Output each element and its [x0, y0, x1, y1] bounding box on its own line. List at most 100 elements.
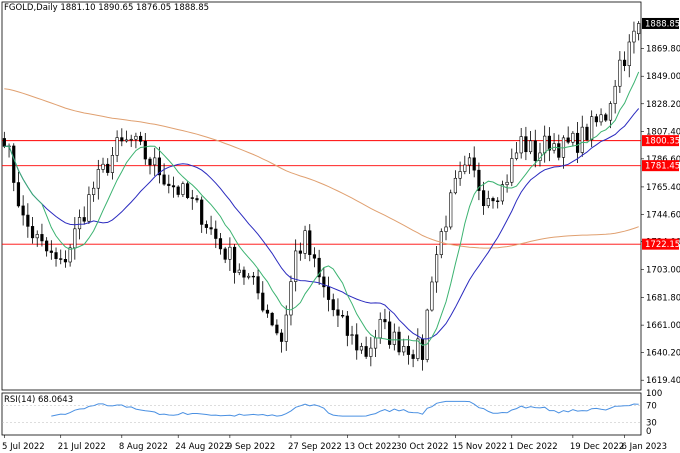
candle: [45, 237, 49, 257]
candle: [632, 21, 636, 54]
candle: [392, 323, 396, 351]
rsi-tick-label: 100: [646, 389, 662, 399]
candle: [218, 233, 223, 255]
candle: [547, 127, 551, 162]
candle: [256, 269, 260, 300]
candle: [608, 101, 613, 129]
y-tick-label: 1661.00: [646, 321, 680, 331]
moving-averages: [4, 71, 640, 346]
candle: [571, 131, 575, 147]
candle: [54, 247, 58, 267]
rsi-label: RSI(14) 68.0643: [4, 395, 73, 405]
support-resistance-levels: [2, 140, 641, 245]
time-axis: 5 Jul 2022 21 Jul 2022 8 Aug 2022 24 Aug 20…: [2, 435, 667, 452]
x-tick-label: 13 Oct 2022: [344, 442, 397, 452]
y-tick-label: 1681.80: [646, 294, 680, 304]
candle: [153, 147, 157, 176]
candlestick-series: [2, 21, 641, 371]
candle: [496, 197, 500, 209]
candle: [627, 34, 631, 78]
candle: [510, 148, 514, 187]
ma-mid-line: [4, 108, 640, 340]
candle: [505, 174, 509, 193]
candle: [543, 125, 547, 163]
candle: [82, 206, 86, 225]
candle: [524, 126, 528, 161]
rsi-line: [51, 400, 639, 417]
candle: [195, 195, 199, 203]
candle: [12, 143, 16, 192]
candle: [242, 266, 246, 285]
candle: [284, 305, 288, 351]
candle: [388, 311, 392, 349]
candle: [49, 240, 53, 260]
candle: [486, 190, 490, 209]
candle: [35, 230, 39, 247]
current-price-tag: 1888.85: [645, 19, 680, 29]
price-axis: 1869.80 1849.00 1828.20 1807.40 1786.60 1765.…: [641, 17, 680, 386]
candle: [585, 123, 589, 142]
candle: [167, 174, 171, 194]
candle: [317, 249, 321, 285]
level-tag: 1722.15: [645, 240, 680, 250]
candle: [336, 298, 340, 327]
candle: [514, 142, 519, 161]
candle: [308, 224, 312, 262]
candle: [439, 228, 443, 259]
candle: [397, 326, 401, 356]
candle: [124, 130, 129, 143]
ma-slow-line: [4, 88, 639, 249]
candle: [378, 312, 382, 344]
rsi-tick-label: 70: [646, 402, 657, 412]
x-tick-label: 15 Nov 2022: [452, 442, 506, 452]
candle: [110, 147, 115, 180]
x-tick-label: 5 Jul 2022: [2, 442, 45, 452]
x-tick-label: 8 Aug 2022: [119, 442, 168, 452]
candle: [449, 189, 453, 230]
y-tick-label: 1640.20: [646, 349, 680, 359]
candle: [270, 311, 274, 327]
y-tick-label: 1744.60: [646, 210, 680, 220]
candle: [16, 171, 21, 208]
candle: [303, 225, 307, 260]
candle: [594, 113, 598, 127]
candle: [209, 215, 213, 235]
candle: [68, 244, 72, 267]
x-tick-label: 24 Aug 2022: [175, 442, 229, 452]
candle: [472, 146, 476, 178]
y-tick-label: 1828.20: [646, 100, 680, 110]
candle: [444, 215, 448, 241]
y-tick-label: 1765.40: [646, 183, 680, 193]
candle: [214, 220, 218, 249]
candle: [106, 158, 110, 176]
x-tick-label: 27 Sep 2022: [288, 442, 342, 452]
candle: [402, 338, 406, 356]
candle: [477, 162, 481, 201]
candle: [604, 112, 608, 122]
candle: [101, 157, 105, 173]
candle: [453, 170, 458, 195]
candle: [294, 239, 298, 292]
candle: [181, 181, 185, 198]
candle: [482, 181, 486, 215]
candle: [383, 308, 387, 330]
candle: [40, 223, 44, 247]
x-tick-label: 6 Jan 2023: [622, 442, 668, 452]
candle: [185, 181, 190, 200]
candle: [322, 267, 326, 298]
candle: [566, 126, 570, 145]
candle: [430, 276, 434, 312]
candle: [331, 293, 335, 317]
y-tick-label: 1807.40: [646, 127, 680, 137]
candle: [618, 51, 622, 93]
candle: [411, 349, 415, 368]
level-tag: 1800.35: [645, 137, 680, 147]
candle: [355, 323, 359, 360]
candle: [435, 245, 439, 293]
candle: [538, 142, 542, 167]
candle: [204, 220, 208, 234]
ma-fast-line: [4, 71, 640, 346]
candle: [279, 329, 284, 353]
x-tick-label: 19 Dec 2022: [570, 442, 624, 452]
